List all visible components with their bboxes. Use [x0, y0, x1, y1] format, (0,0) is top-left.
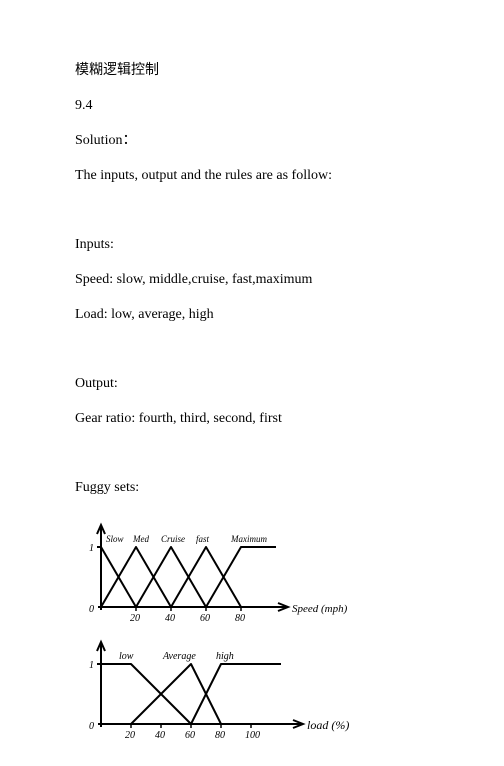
svg-text:0: 0: [89, 604, 94, 615]
svg-text:60: 60: [185, 730, 195, 739]
svg-text:40: 40: [155, 730, 165, 739]
svg-text:80: 80: [235, 613, 245, 622]
output-label: Output:: [75, 373, 434, 394]
svg-text:high: high: [216, 651, 234, 662]
load-membership-chart: 1 0 20 40 60 80 100 load (%) low Average high: [71, 629, 371, 739]
svg-text:80: 80: [215, 730, 225, 739]
fuzzy-label: Fuggy sets:: [75, 477, 434, 498]
intro-line: The inputs, output and the rules are as …: [75, 165, 434, 186]
svg-text:1: 1: [89, 543, 94, 554]
svg-text:40: 40: [165, 613, 175, 622]
inputs-label: Inputs:: [75, 234, 434, 255]
svg-text:low: low: [119, 651, 134, 662]
svg-text:fast: fast: [196, 534, 210, 544]
svg-text:Cruise: Cruise: [161, 534, 185, 544]
svg-text:load (%): load (%): [307, 718, 349, 732]
svg-text:20: 20: [125, 730, 135, 739]
section-number: 9.4: [75, 95, 434, 116]
svg-text:20: 20: [130, 613, 140, 622]
svg-text:0: 0: [89, 721, 94, 732]
speed-membership-chart: 1 0 20 40 60 80 Speed (mph) Slow Med Cruise fast Ma…: [71, 512, 371, 622]
svg-text:Speed (mph): Speed (mph): [292, 603, 348, 615]
load-line: Load: low, average, high: [75, 304, 434, 325]
svg-text:60: 60: [200, 613, 210, 622]
svg-text:Average: Average: [162, 651, 196, 662]
svg-text:100: 100: [245, 730, 260, 739]
svg-text:1: 1: [89, 660, 94, 671]
svg-text:Maximum: Maximum: [230, 534, 267, 544]
svg-text:Slow: Slow: [106, 534, 124, 544]
svg-text:Med: Med: [132, 534, 149, 544]
speed-line: Speed: slow, middle,cruise, fast,maximum: [75, 269, 434, 290]
solution-label: Solution：: [75, 130, 434, 151]
gear-line: Gear ratio: fourth, third, second, first: [75, 408, 434, 429]
page-title: 模糊逻辑控制: [75, 60, 434, 81]
